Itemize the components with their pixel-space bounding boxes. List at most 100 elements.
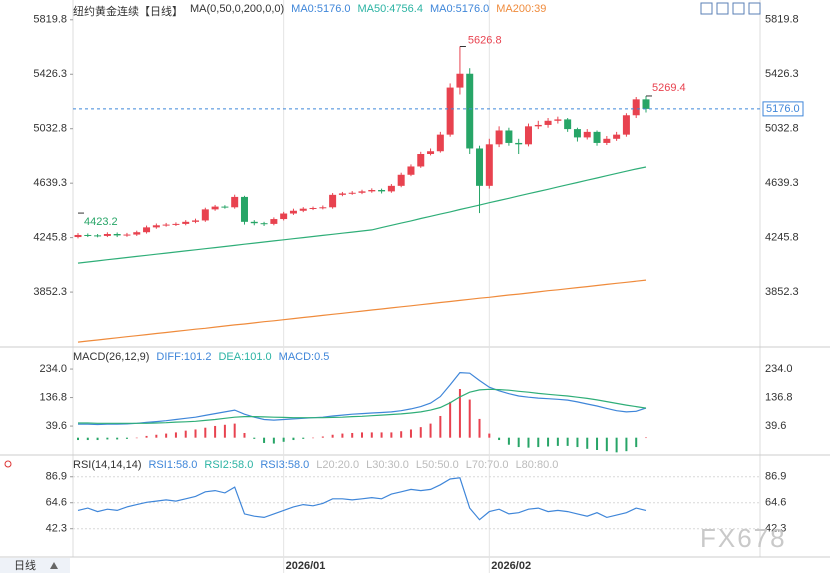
legend-entry: RSI3:58.0 [260, 459, 310, 471]
macd-bar [351, 432, 354, 438]
candle-body [603, 138, 611, 143]
last-price-label: 5176.0 [766, 103, 800, 115]
macd-bar [223, 424, 226, 438]
candle-body [368, 189, 376, 192]
tool-icon[interactable] [716, 2, 729, 15]
macd-bar [302, 437, 305, 439]
legend-entry: DIFF:101.2 [156, 351, 212, 363]
candle-body [476, 148, 484, 186]
legend-entry: DEA:101.0 [218, 351, 272, 363]
y-tick-label: 3852.3 [765, 286, 799, 298]
candle-body [280, 213, 288, 220]
macd-bar [341, 433, 344, 438]
macd-bar [321, 436, 324, 438]
macd-bar [272, 437, 275, 444]
candle-body [309, 207, 317, 209]
y-tick-label: 234.0 [39, 363, 67, 375]
legend-entry: MACD(26,12,9) [73, 351, 150, 363]
rsi-icon [4, 460, 12, 468]
candle-body [485, 144, 493, 186]
panel-header: 纽约黄金连续【日线】 MA(0,50,0,200,0,0) MA0:5176.0 MA… [73, 3, 546, 19]
series-line [77, 279, 647, 343]
y-tick-label: 39.6 [46, 420, 67, 432]
candle-body [260, 223, 268, 225]
macd-bar [635, 437, 638, 448]
macd-bar [145, 435, 148, 438]
macd-bar [458, 389, 461, 438]
macd-bar [361, 432, 363, 438]
period-label[interactable]: 日线 [14, 558, 36, 572]
x-tick-label: 2026/01 [286, 560, 326, 572]
macd-bar [155, 434, 158, 438]
toolbar[interactable] [700, 2, 761, 15]
watermark: FX678 [700, 523, 787, 553]
candle-body [573, 129, 581, 138]
macd-bar [331, 434, 334, 438]
macd-bar [292, 437, 295, 441]
y-tick-label: 4639.3 [765, 177, 799, 189]
tool-icon[interactable] [748, 2, 761, 15]
y-tick-label: 42.3 [765, 523, 786, 535]
candle-body [113, 234, 121, 236]
candle-body [554, 119, 562, 121]
macd-bar [165, 433, 168, 438]
macd-bar [439, 415, 442, 438]
candle-body [622, 115, 630, 135]
period-tab[interactable] [0, 558, 70, 573]
candle-body [338, 193, 346, 195]
macd-bar [468, 399, 471, 438]
macd-bar [106, 437, 109, 440]
candle-body [250, 221, 258, 224]
macd-bar [537, 437, 540, 448]
candle-body [593, 131, 601, 143]
candle-body [270, 219, 278, 224]
y-tick-label: 4245.8 [765, 232, 799, 244]
macd-bar [605, 437, 608, 452]
series-line [78, 388, 647, 424]
macd-bar [370, 432, 373, 438]
candle-body [564, 119, 572, 130]
candle-body [152, 225, 160, 228]
macd-bar [517, 437, 520, 448]
macd-bar [488, 433, 491, 438]
legend-entry: MA0:5176.0 [429, 3, 490, 15]
chart-title: 纽约黄金连续【日线】 [73, 6, 183, 18]
macd-bar [194, 429, 197, 438]
legend-entry: RSI2:58.0 [204, 459, 254, 471]
y-tick-label: 64.6 [46, 497, 67, 509]
legend-entry: RSI1:58.0 [148, 459, 198, 471]
y-tick-label: 5819.8 [33, 14, 67, 26]
macd-bar [233, 423, 236, 438]
macd-bar [400, 431, 403, 438]
y-tick-label: 64.6 [765, 497, 786, 509]
candle-body [583, 131, 591, 138]
candle-body [495, 130, 503, 145]
macd-bar [174, 432, 177, 438]
macd-bar [243, 432, 246, 438]
candle-body [358, 191, 366, 193]
candle-body [397, 174, 405, 186]
tool-icon[interactable] [700, 2, 713, 15]
legend-entry: RSI(14,14,14) [73, 459, 142, 471]
macd-bar [380, 432, 383, 438]
legend-entry: MACD:0.5 [278, 351, 330, 363]
candle-body [348, 192, 356, 194]
series-line [77, 166, 647, 264]
candle-body [329, 194, 337, 208]
candle-body [407, 166, 415, 175]
candle-body [103, 234, 111, 236]
period-arrow[interactable] [50, 562, 58, 569]
panel-header: RSI(14,14,14) RSI1:58.0 RSI2:58.0 RSI3:58.0… [73, 459, 558, 471]
candle-body [289, 210, 297, 214]
macd-bar [77, 437, 79, 441]
y-tick-label: 136.8 [39, 391, 67, 403]
macd-bar [498, 437, 501, 441]
macd-bar [596, 437, 599, 450]
y-tick-label: 4639.3 [33, 177, 67, 189]
candle-body [456, 73, 464, 88]
macd-bar [615, 437, 618, 453]
y-tick-label: 86.9 [46, 471, 67, 483]
tool-icon[interactable] [732, 2, 745, 15]
macd-bar [390, 432, 393, 438]
